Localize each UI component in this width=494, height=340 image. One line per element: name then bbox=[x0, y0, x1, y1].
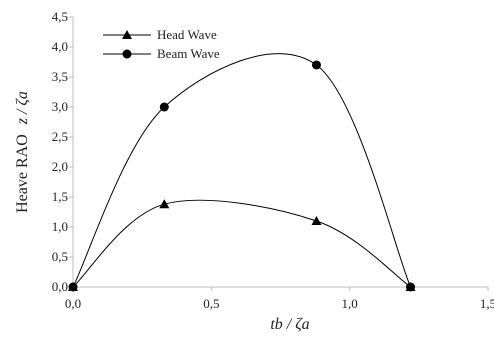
series-beam-wave bbox=[68, 53, 416, 292]
y-axis-label-prefix: Heave RAO bbox=[14, 134, 31, 213]
y-tick-label: 1,0 bbox=[52, 219, 68, 234]
data-point-beam-wave bbox=[159, 102, 169, 112]
series-line-head-wave bbox=[72, 199, 411, 288]
y-tick-label: 3,0 bbox=[52, 99, 68, 114]
legend-item-beam-wave: Beam Wave bbox=[103, 46, 220, 61]
legend: Head Wave Beam Wave bbox=[103, 27, 220, 61]
legend-item-head-wave: Head Wave bbox=[103, 27, 217, 42]
data-point-head-wave bbox=[159, 199, 170, 209]
y-tick-label: 4,5 bbox=[52, 9, 68, 24]
data-point-beam-wave bbox=[406, 282, 416, 292]
y-tick-label: 1,5 bbox=[52, 189, 68, 204]
x-tick-label: 0,0 bbox=[65, 296, 81, 311]
y-tick-label: 2,5 bbox=[52, 129, 68, 144]
data-point-head-wave bbox=[311, 216, 322, 225]
x-tick-label: 0,5 bbox=[203, 296, 219, 311]
y-axis-label: Heave RAO z / ζa bbox=[14, 91, 31, 213]
y-tick-label: 2,0 bbox=[52, 159, 68, 174]
series-layer bbox=[68, 53, 416, 292]
series-line-beam-wave bbox=[72, 53, 411, 288]
data-point-beam-wave bbox=[68, 282, 78, 292]
y-tick-label: 0,0 bbox=[52, 279, 68, 294]
axes: 0,0 0,5 1,0 1,5 0,0 0,5 1,0 1,5 2,0 2,5 3,0 3,5 4,0 4… bbox=[52, 9, 494, 311]
x-tick-label: 1,5 bbox=[480, 296, 494, 311]
x-axis-label: tb / ζa bbox=[270, 316, 309, 333]
y-axis-label-symbol: z / ζa bbox=[14, 91, 31, 125]
series-head-wave bbox=[68, 199, 416, 291]
legend-label-head-wave: Head Wave bbox=[157, 27, 217, 42]
legend-label-beam-wave: Beam Wave bbox=[157, 46, 220, 61]
y-tick-label: 0,5 bbox=[52, 249, 68, 264]
legend-marker-beam-wave bbox=[122, 49, 132, 59]
y-tick-label: 3,5 bbox=[52, 69, 68, 84]
legend-marker-head-wave bbox=[122, 30, 132, 39]
x-tick-label: 1,0 bbox=[342, 296, 358, 311]
y-tick-label: 4,0 bbox=[52, 39, 68, 54]
data-point-beam-wave bbox=[311, 60, 321, 70]
